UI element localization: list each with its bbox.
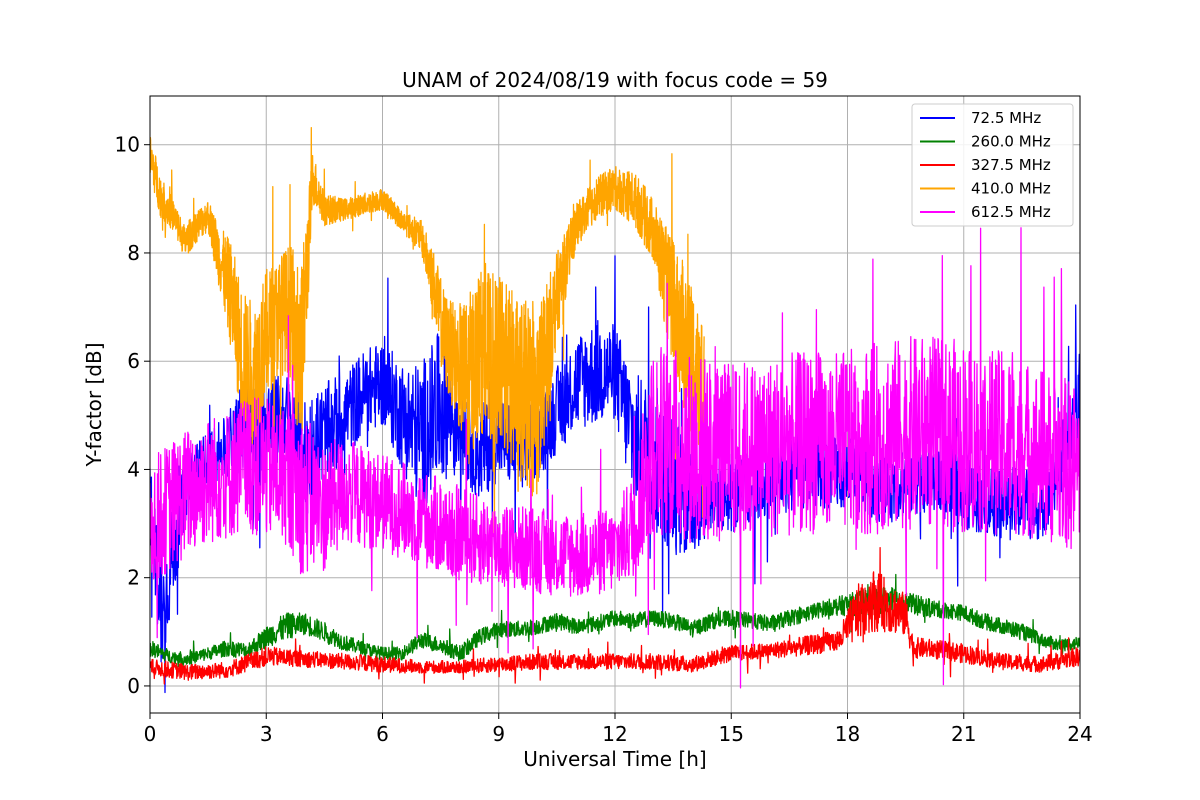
y-tick-label: 4 <box>127 457 140 481</box>
x-tick-label: 15 <box>719 722 744 746</box>
y-axis-label: Y-factor [dB] <box>82 342 106 467</box>
y-tick-label: 6 <box>127 349 140 373</box>
chart-title: UNAM of 2024/08/19 with focus code = 59 <box>402 68 828 92</box>
x-tick-label: 9 <box>492 722 505 746</box>
series-line <box>150 126 705 559</box>
series-line <box>150 546 1080 685</box>
x-tick-label: 0 <box>144 722 157 746</box>
y-tick-label: 0 <box>127 674 140 698</box>
y-axis: 0 2 4 6 8 10 <box>115 133 150 698</box>
x-tick-label: 6 <box>376 722 389 746</box>
legend-entry: 327.5 MHz <box>971 156 1051 174</box>
x-tick-label: 18 <box>835 722 860 746</box>
legend-entry: 260.0 MHz <box>971 133 1051 151</box>
y-tick-label: 2 <box>127 566 140 590</box>
legend-entry: 410.0 MHz <box>971 180 1051 198</box>
series-layer <box>150 126 1080 694</box>
series-line <box>150 227 1080 689</box>
legend: 72.5 MHz 260.0 MHz 327.5 MHz 410.0 MHz 612.5… <box>911 103 1074 227</box>
x-tick-label: 24 <box>1067 722 1092 746</box>
legend-box <box>911 103 1074 227</box>
legend-entry: 612.5 MHz <box>971 203 1051 221</box>
legend-entry: 72.5 MHz <box>971 109 1041 127</box>
x-tick-label: 12 <box>602 722 627 746</box>
x-axis: 0 3 6 9 12 15 18 21 24 <box>144 713 1093 746</box>
x-tick-label: 21 <box>951 722 976 746</box>
x-tick-label: 3 <box>260 722 273 746</box>
y-tick-label: 10 <box>115 133 140 157</box>
series-line <box>150 573 1080 670</box>
y-tick-label: 8 <box>127 241 140 265</box>
x-axis-label: Universal Time [h] <box>523 747 706 771</box>
